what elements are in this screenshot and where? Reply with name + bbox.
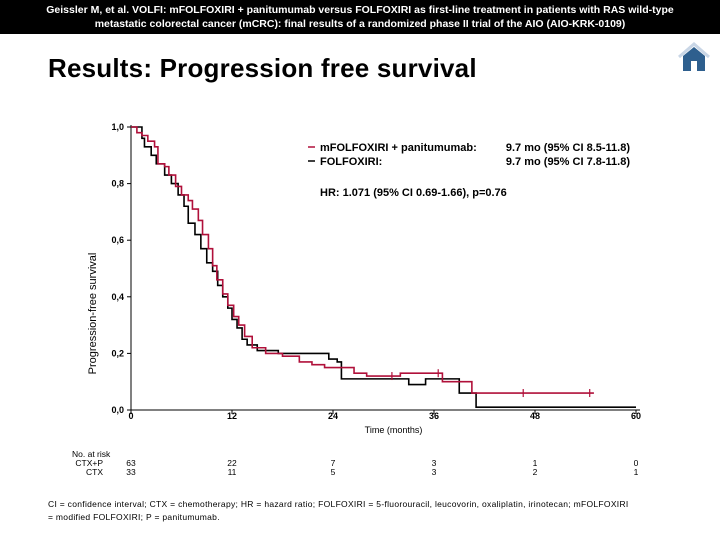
y-tick-label: 0,4 <box>111 292 124 302</box>
at-risk-value: 63 <box>126 458 136 468</box>
x-tick-label: 0 <box>128 411 133 421</box>
at-risk-value: 11 <box>228 467 237 477</box>
citation-header: Geissler M, et al. VOLFI: mFOLFOXIRI + p… <box>0 0 720 34</box>
chart-legend: mFOLFOXIRI + panitumumab: 9.7 mo (95% CI … <box>308 142 630 199</box>
x-tick-label: 24 <box>328 411 338 421</box>
at-risk-value: 3 <box>432 458 437 468</box>
home-icon[interactable] <box>676 40 712 74</box>
footnote: CI = confidence interval; CTX = chemothe… <box>48 498 648 524</box>
citation-line-2: metastatic colorectal cancer (mCRC): fin… <box>94 18 626 30</box>
y-tick-label: 0,6 <box>111 235 124 245</box>
chart-axes: 0,0 0,2 0,4 0,6 0,8 1,0 0 12 24 36 48 60 Time (month… <box>87 122 641 435</box>
y-tick-label: 1,0 <box>111 122 124 132</box>
at-risk-title: No. at risk <box>72 449 111 459</box>
hazard-ratio-annotation: HR: 1.071 (95% CI 0.69-1.66), p=0.76 <box>320 187 507 199</box>
footnote-line-1: CI = confidence interval; CTX = chemothe… <box>48 499 629 509</box>
km-curve-ctx <box>131 126 636 408</box>
km-curve-ctx-p <box>131 126 594 394</box>
chart-curves <box>131 126 636 408</box>
at-risk-value: 7 <box>331 458 336 468</box>
at-risk-value: 2 <box>533 467 538 477</box>
at-risk-row-label: CTX <box>86 467 103 477</box>
slide-title: Results: Progression free survival <box>48 53 477 83</box>
footnote-line-2: = modified FOLFOXIRI; P = panitumumab. <box>48 512 220 522</box>
citation-line-1: Geissler M, et al. VOLFI: mFOLFOXIRI + p… <box>46 4 674 16</box>
at-risk-value: 3 <box>432 467 437 477</box>
at-risk-value: 1 <box>533 458 538 468</box>
legend-entry-value: 9.7 mo (95% CI 7.8-11.8) <box>506 156 630 168</box>
x-tick-label: 12 <box>227 411 237 421</box>
x-tick-label: 60 <box>631 411 641 421</box>
at-risk-row-label: CTX+P <box>75 458 103 468</box>
x-axis-label: Time (months) <box>365 425 423 435</box>
y-tick-label: 0,2 <box>111 348 124 358</box>
at-risk-value: 5 <box>331 467 336 477</box>
legend-entry-name: FOLFOXIRI: <box>320 156 382 168</box>
y-tick-label: 0,0 <box>111 405 124 415</box>
at-risk-value: 0 <box>634 458 639 468</box>
x-tick-label: 36 <box>429 411 439 421</box>
at-risk-value: 1 <box>634 467 639 477</box>
legend-entry-name: mFOLFOXIRI + panitumumab: <box>320 142 477 154</box>
x-tick-label: 48 <box>530 411 540 421</box>
at-risk-value: 33 <box>126 467 136 477</box>
y-axis-label: Progression-free survival <box>87 253 99 375</box>
y-tick-label: 0,8 <box>111 179 124 189</box>
at-risk-value: 22 <box>227 458 237 468</box>
legend-entry-value: 9.7 mo (95% CI 8.5-11.8) <box>506 142 630 154</box>
